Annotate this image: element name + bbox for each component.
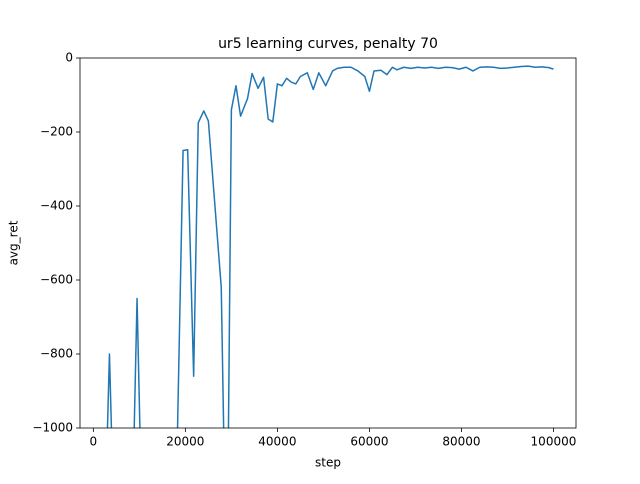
y-tick-label: −800 [40, 347, 73, 361]
x-tick-label: 0 [90, 435, 98, 449]
data-line [106, 65, 554, 428]
x-tick-label: 100000 [531, 435, 577, 449]
y-axis-label: avg_ret [7, 220, 21, 265]
x-tick-label: 80000 [442, 435, 480, 449]
y-tick-label: −200 [40, 125, 73, 139]
x-tick-label: 60000 [350, 435, 388, 449]
y-tick-label: −600 [40, 273, 73, 287]
y-tick-label: −1000 [32, 421, 73, 435]
y-tick-label: −400 [40, 199, 73, 213]
x-tick-label: 40000 [258, 435, 296, 449]
axes-frame [79, 57, 577, 429]
x-tick-label: 20000 [166, 435, 204, 449]
chart-title: ur5 learning curves, penalty 70 [218, 36, 438, 52]
x-axis-label: step [315, 456, 341, 470]
y-tick-label: 0 [65, 51, 73, 65]
plot-area [106, 65, 554, 428]
